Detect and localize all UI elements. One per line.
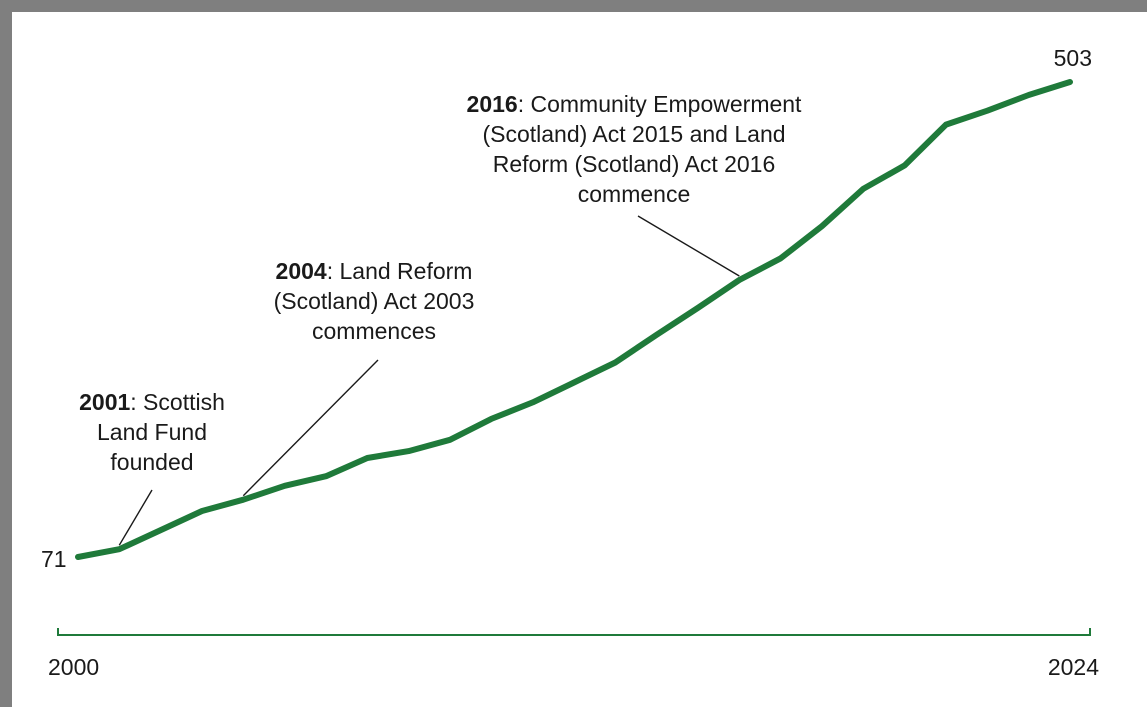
annotation-2016: 2016: Community Empowerment (Scotland) Ac… bbox=[467, 91, 803, 277]
annotation-year: 2016 bbox=[467, 91, 518, 117]
annotation-text-line: Reform (Scotland) Act 2016 bbox=[493, 151, 776, 177]
annotation-text-line: founded bbox=[110, 449, 193, 475]
annotation-text: : Community Empowerment bbox=[518, 91, 802, 117]
labels-layer: 71 503 bbox=[41, 45, 1092, 572]
annotation-2001: 2001: Scottish Land Fund founded bbox=[79, 389, 225, 546]
x-axis: 2000 2024 bbox=[48, 628, 1099, 680]
annotation-leader-line bbox=[637, 215, 740, 277]
annotations-layer: 2001: Scottish Land Fund founded 2004: Land… bbox=[79, 91, 803, 546]
annotation-text-line: (Scotland) Act 2003 bbox=[274, 288, 475, 314]
annotation-year: 2004 bbox=[276, 258, 327, 284]
start-value-label: 71 bbox=[41, 546, 67, 572]
chart-frame: 2000 2024 71 503 2001: Scottish Land Fund fo… bbox=[12, 12, 1147, 707]
annotation-leader-line bbox=[118, 489, 153, 546]
annotation-text-line: 2004: Land Reform bbox=[276, 258, 473, 284]
annotation-text-line: 2001: Scottish bbox=[79, 389, 225, 415]
series-layer bbox=[75, 79, 1073, 560]
x-tick-label-start: 2000 bbox=[48, 654, 99, 680]
annotation-text-line: (Scotland) Act 2015 and Land bbox=[482, 121, 785, 147]
line-chart: 2000 2024 71 503 2001: Scottish Land Fund fo… bbox=[41, 45, 1099, 680]
annotation-text-line: Land Fund bbox=[97, 419, 207, 445]
annotation-text-line: commence bbox=[578, 181, 690, 207]
annotation-year: 2001 bbox=[79, 389, 130, 415]
annotation-text: : Land Reform bbox=[327, 258, 473, 284]
end-value-label: 503 bbox=[1054, 45, 1092, 71]
annotation-text: : Scottish bbox=[130, 389, 225, 415]
annotation-text-line: 2016: Community Empowerment bbox=[467, 91, 803, 117]
annotation-leader-line bbox=[242, 359, 379, 497]
annotation-text-line: commences bbox=[312, 318, 436, 344]
series-line bbox=[75, 79, 1073, 560]
annotation-2004: 2004: Land Reform (Scotland) Act 2003 comm… bbox=[242, 258, 475, 497]
x-tick-label-end: 2024 bbox=[1048, 654, 1099, 680]
